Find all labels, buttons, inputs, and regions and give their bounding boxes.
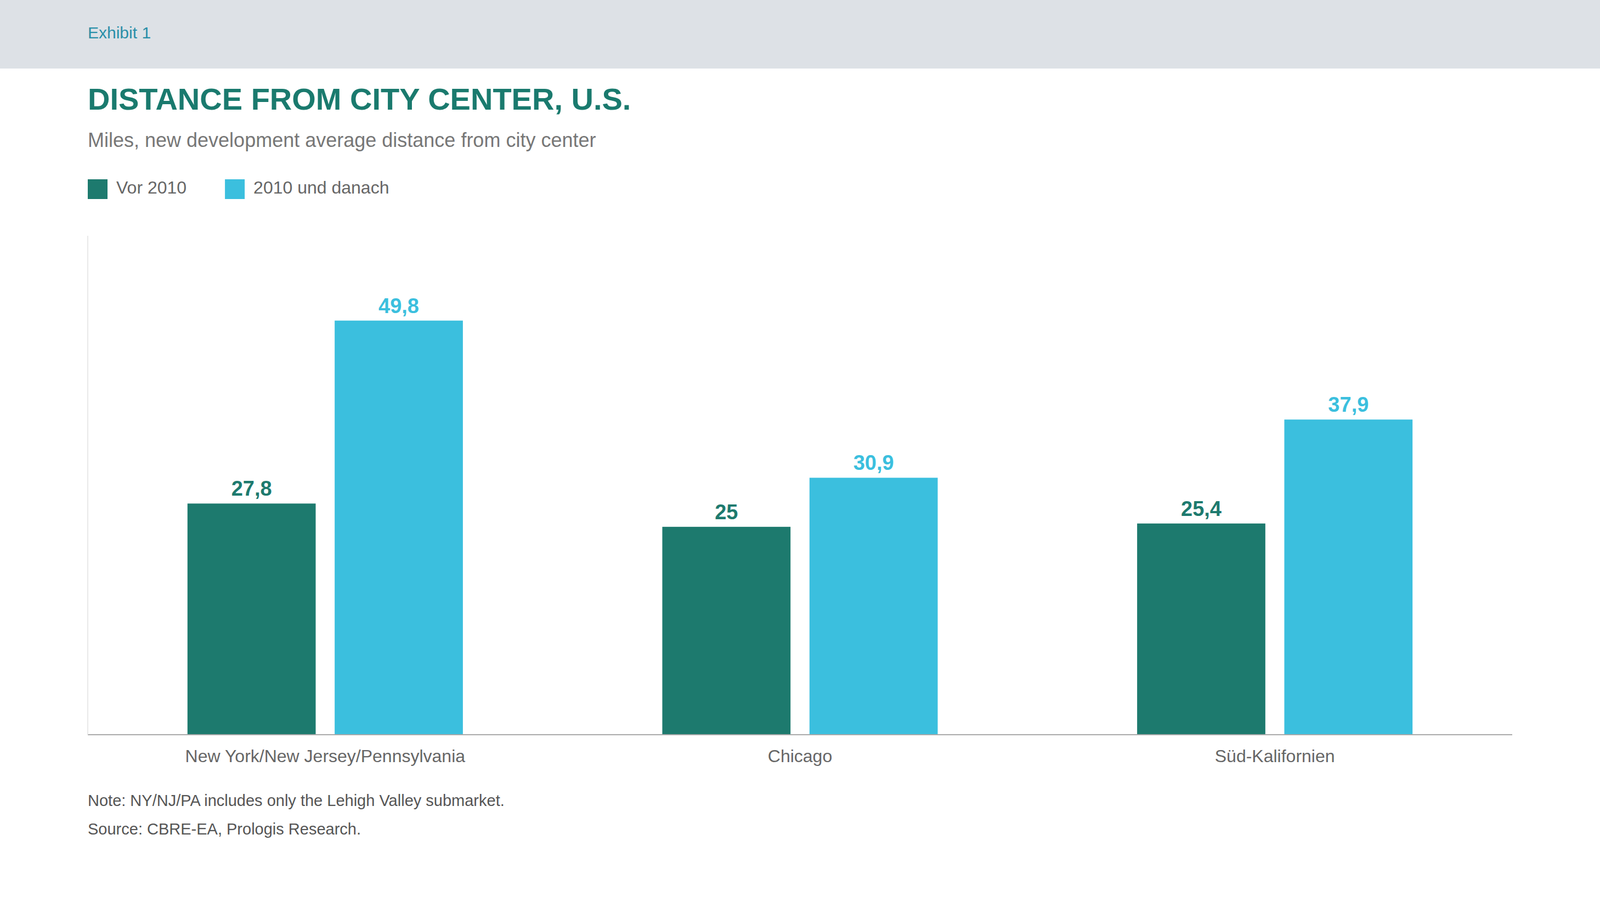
data-label: 37,9	[1327, 393, 1369, 417]
legend-entry: 2010 und danach	[253, 177, 389, 198]
legend-swatch	[87, 179, 108, 200]
data-label: 30,9	[853, 451, 895, 475]
data-label: 25,4	[1180, 497, 1222, 521]
data-labels: 27,8 49,8 25 30,9 25,4 37,9	[231, 294, 1370, 524]
exhibit-label: Exhibit 1	[87, 23, 151, 42]
legend-entry: Vor 2010	[116, 177, 187, 198]
note: Note: NY/NJ/PA includes only the Lehigh …	[87, 792, 505, 810]
subtitle: Miles, new development average distance …	[87, 128, 596, 152]
data-label: 27,8	[231, 477, 273, 501]
bar	[187, 503, 316, 736]
bar	[662, 527, 791, 736]
data-label: 25	[714, 500, 738, 524]
data-label: 49,8	[378, 294, 420, 318]
background	[0, 0, 1600, 914]
x-tick-label: Chicago	[767, 746, 833, 767]
title: DISTANCE FROM CITY CENTER, U.S.	[87, 81, 631, 117]
x-tick-label: Süd-Kalifornien	[1214, 746, 1336, 767]
bar	[1284, 419, 1413, 736]
legend-swatch	[224, 179, 245, 200]
bars	[187, 320, 1413, 736]
y-axis	[87, 235, 89, 736]
chart: Exhibit 1 DISTANCE FROM CITY CENTER, U.S.…	[0, 0, 1600, 914]
header-band	[0, 0, 1600, 69]
bar	[809, 477, 938, 736]
bar	[1137, 523, 1266, 736]
note: Source: CBRE-EA, Prologis Research.	[87, 820, 361, 839]
bar	[334, 320, 463, 736]
x-tick-label: New York/New Jersey/Pennsylvania	[185, 746, 466, 767]
x-axis	[87, 734, 1513, 736]
